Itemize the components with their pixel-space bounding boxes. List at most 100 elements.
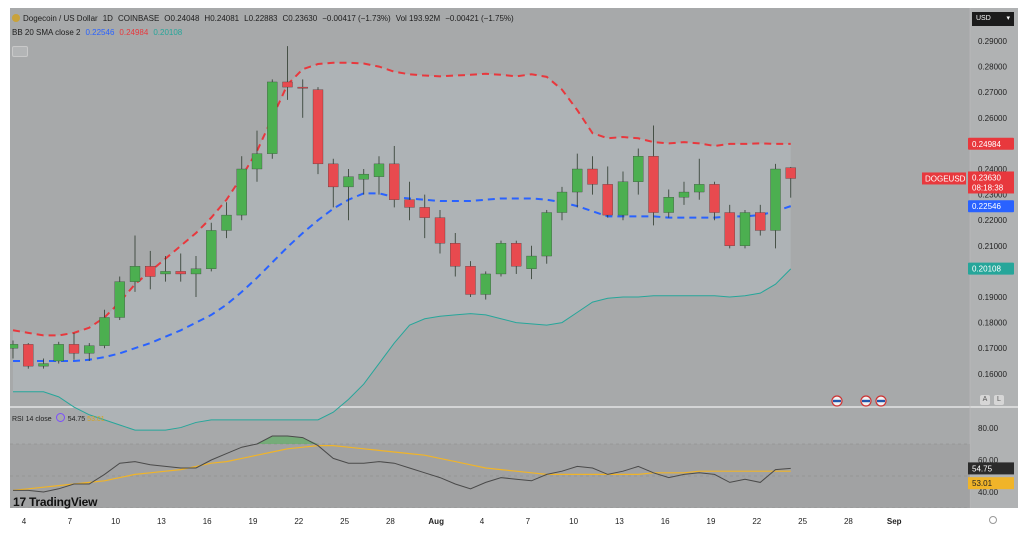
- price-chart[interactable]: 0.290000.280000.270000.260000.250000.240…: [10, 8, 1018, 528]
- candle-up: [343, 176, 354, 188]
- bb-lower-price-tag: 0.20108: [968, 262, 1014, 275]
- time-axis-label: 4: [480, 517, 485, 526]
- rsi-axis-label: 80.00: [978, 424, 999, 433]
- bb-basis-price-tag: 0.22546: [968, 200, 1014, 213]
- candle-up: [206, 230, 217, 269]
- candle-down: [175, 271, 186, 275]
- candle-down: [434, 217, 446, 244]
- dogecoin-logo-icon: [12, 14, 20, 22]
- countdown-tag-text: 08:18:38: [972, 183, 1004, 192]
- auto-scale-button[interactable]: A: [980, 395, 990, 405]
- tradingview-mark-icon: 17: [13, 495, 26, 509]
- price-axis-label: 0.29000: [978, 37, 1007, 46]
- price-axis-label: 0.17000: [978, 344, 1007, 353]
- ohlc-low: L0.22883: [244, 14, 278, 23]
- candle-down: [419, 207, 430, 218]
- log-scale-button[interactable]: L: [994, 395, 1004, 405]
- rsi-ma-tag-bg: [968, 477, 1014, 490]
- symbol-tag-bg: [922, 172, 966, 185]
- price-axis-label: 0.19000: [978, 293, 1007, 302]
- us-flag-event-stripe: [862, 399, 870, 403]
- candle-up: [739, 212, 751, 246]
- candle-up: [251, 153, 263, 170]
- rsi-ma-legend-value: 53.01: [87, 416, 105, 423]
- bb-legend-row[interactable]: BB 20 SMA close 2 0.22546 0.24984 0.20108: [12, 28, 187, 37]
- candle-up: [480, 273, 491, 295]
- bb-lower-value: 0.20108: [153, 28, 183, 37]
- bb-basis-price-tag-bg: [968, 200, 1014, 213]
- volume-label: Vol 193.92M: [395, 14, 441, 23]
- time-axis-label: 19: [707, 517, 716, 526]
- bb-lower-price-tag-bg: [968, 262, 1014, 275]
- rsi-ma-line: [12, 445, 791, 491]
- time-axis-label: Aug: [428, 517, 444, 526]
- interval-label[interactable]: 1D: [102, 14, 113, 23]
- rsi-value-tag-bg: [968, 462, 1014, 475]
- candle-up: [770, 168, 781, 231]
- time-axis-label: 4: [22, 517, 27, 526]
- candle-up: [38, 363, 49, 367]
- price-axis-label: 0.16000: [978, 370, 1007, 379]
- price-axis-label: 0.21000: [978, 242, 1007, 251]
- price-axis-label: 0.23000: [978, 191, 1007, 200]
- candle-down: [511, 243, 522, 267]
- candle-up: [541, 212, 552, 257]
- bb-upper-value: 0.24984: [119, 28, 149, 37]
- time-axis-label: 16: [661, 517, 670, 526]
- time-axis-label: 28: [844, 517, 853, 526]
- time-axis-label: 10: [111, 517, 120, 526]
- candle-up: [633, 156, 644, 182]
- candle-down: [389, 163, 400, 200]
- time-axis-label: Sep: [887, 517, 902, 526]
- collapse-legend-button[interactable]: [12, 46, 28, 57]
- candle-up: [663, 197, 674, 213]
- time-axis-label: 13: [615, 517, 624, 526]
- rsi-ma-tag-text: 53.01: [972, 479, 993, 488]
- rsi-legend-label: RSI 14 close: [12, 416, 52, 423]
- last-price-tag-text: 0.23630: [972, 173, 1001, 182]
- candle-down: [23, 344, 34, 367]
- exchange-label: COINBASE: [117, 14, 160, 23]
- time-axis-label: 28: [386, 517, 395, 526]
- candle-down: [68, 344, 80, 354]
- candle-down: [312, 89, 324, 165]
- symbol-info-row: Dogecoin / US Dollar 1D COINBASE O0.24048 H0…: [12, 14, 519, 23]
- us-flag-event-stripe: [877, 399, 885, 403]
- price-axis-label: 0.27000: [978, 88, 1007, 97]
- candle-up: [526, 255, 537, 269]
- symbol-tag-text: DOGEUSD: [925, 174, 966, 183]
- candle-up: [495, 243, 507, 275]
- tradingview-logo: 17 TradingView: [13, 495, 97, 509]
- price-axis-label: 0.18000: [978, 319, 1007, 328]
- rsi-settings-icon[interactable]: [55, 413, 65, 422]
- price-axis-label: 0.22000: [978, 216, 1007, 225]
- rsi-legend[interactable]: RSI 14 close 54.75 53.01: [12, 413, 105, 423]
- candle-down: [709, 184, 720, 213]
- candle-up: [236, 168, 247, 216]
- candle-down: [145, 266, 156, 277]
- candle-up: [190, 268, 202, 275]
- bb-upper-price-tag-bg: [968, 137, 1014, 150]
- bollinger-band-fill: [13, 62, 791, 431]
- candle-up: [221, 214, 232, 231]
- volume-change: −0.00421 (−1.75%): [445, 14, 514, 23]
- candle-up: [53, 344, 64, 362]
- tradingview-name: TradingView: [28, 495, 98, 509]
- price-change: −0.00417 (−1.73%): [322, 14, 391, 23]
- bb-legend-label: BB 20 SMA close 2: [12, 28, 81, 37]
- candle-down: [648, 156, 659, 213]
- candle-up: [373, 163, 385, 177]
- candle-up: [617, 181, 629, 216]
- time-axis-label: 19: [249, 517, 258, 526]
- symbol-title[interactable]: Dogecoin / US Dollar: [23, 14, 98, 23]
- candle-up: [99, 317, 110, 346]
- ohlc-high: H0.24081: [204, 14, 240, 23]
- candle-down: [785, 167, 796, 179]
- ohlc-open: O0.24048: [164, 14, 200, 23]
- candle-down: [328, 163, 339, 188]
- candle-up: [358, 173, 369, 180]
- rsi-legend-value: 54.75: [67, 416, 86, 423]
- price-axis-label: 0.26000: [978, 114, 1007, 123]
- candle-up: [129, 266, 141, 282]
- currency-select[interactable]: USD ▾: [972, 12, 1014, 26]
